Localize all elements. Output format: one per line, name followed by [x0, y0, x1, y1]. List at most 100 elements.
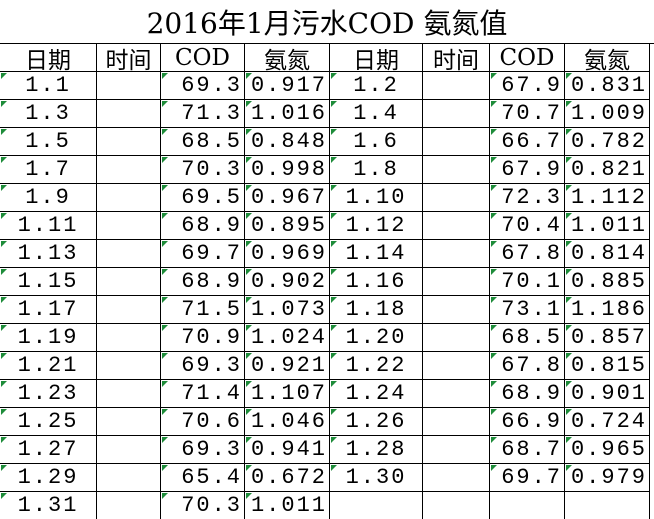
value-cell: 66.9 [490, 408, 565, 436]
empty-cell [97, 72, 161, 100]
date-cell: 1.1 [0, 72, 97, 100]
date-cell: 1.9 [0, 184, 97, 212]
date-cell: 1.27 [0, 436, 97, 464]
date-cell: 1.28 [330, 436, 423, 464]
empty-cell [423, 352, 490, 380]
value-cell: 70.1 [490, 268, 565, 296]
value-cell: 73.1 [490, 296, 565, 324]
empty-cell [423, 268, 490, 296]
empty-cell [423, 212, 490, 240]
value-cell: 67.8 [490, 240, 565, 268]
date-cell: 1.29 [0, 464, 97, 492]
value-cell: 0.895 [245, 212, 330, 240]
value-cell: 70.3 [161, 492, 245, 519]
empty-cell [97, 212, 161, 240]
value-cell: 0.821 [565, 156, 650, 184]
empty-cell [97, 296, 161, 324]
value-cell: 1.073 [245, 296, 330, 324]
date-cell: 1.17 [0, 296, 97, 324]
empty-cell [423, 492, 490, 519]
empty-cell [423, 296, 490, 324]
value-cell: 68.9 [490, 380, 565, 408]
value-cell: 1.016 [245, 100, 330, 128]
value-cell: 0.724 [565, 408, 650, 436]
date-cell: 1.30 [330, 464, 423, 492]
value-cell: 1.186 [565, 296, 650, 324]
value-cell: 70.7 [490, 100, 565, 128]
empty-cell [97, 352, 161, 380]
empty-cell [97, 436, 161, 464]
empty-cell [565, 492, 650, 519]
empty-cell [97, 268, 161, 296]
date-cell: 1.18 [330, 296, 423, 324]
empty-cell [423, 100, 490, 128]
value-cell: 0.998 [245, 156, 330, 184]
empty-cell [423, 324, 490, 352]
value-cell: 0.901 [565, 380, 650, 408]
date-cell: 1.22 [330, 352, 423, 380]
value-cell: 69.3 [161, 436, 245, 464]
value-cell: 67.8 [490, 352, 565, 380]
value-cell: 67.9 [490, 156, 565, 184]
value-cell: 0.965 [565, 436, 650, 464]
date-cell: 1.15 [0, 268, 97, 296]
value-cell: 0.902 [245, 268, 330, 296]
date-cell: 1.26 [330, 408, 423, 436]
empty-cell [423, 464, 490, 492]
empty-cell [97, 184, 161, 212]
empty-cell [423, 240, 490, 268]
value-cell: 1.011 [565, 212, 650, 240]
value-cell: 1.009 [565, 100, 650, 128]
value-cell: 67.9 [490, 72, 565, 100]
date-cell: 1.4 [330, 100, 423, 128]
column-header: 氨氮 [565, 44, 650, 72]
date-cell: 1.14 [330, 240, 423, 268]
value-cell: 68.7 [490, 436, 565, 464]
empty-cell [423, 128, 490, 156]
empty-cell [423, 72, 490, 100]
date-cell: 1.16 [330, 268, 423, 296]
empty-cell [97, 100, 161, 128]
value-cell: 66.7 [490, 128, 565, 156]
date-cell: 1.21 [0, 352, 97, 380]
value-cell: 68.9 [161, 212, 245, 240]
empty-cell [97, 240, 161, 268]
value-cell: 0.969 [245, 240, 330, 268]
column-header: COD [161, 44, 245, 72]
date-cell: 1.5 [0, 128, 97, 156]
date-cell: 1.2 [330, 72, 423, 100]
date-cell: 1.24 [330, 380, 423, 408]
value-cell: 71.3 [161, 100, 245, 128]
value-cell: 70.6 [161, 408, 245, 436]
date-cell: 1.13 [0, 240, 97, 268]
value-cell: 1.107 [245, 380, 330, 408]
column-header: COD [490, 44, 565, 72]
value-cell: 0.941 [245, 436, 330, 464]
value-cell: 0.848 [245, 128, 330, 156]
value-cell: 69.7 [161, 240, 245, 268]
value-cell: 0.885 [565, 268, 650, 296]
column-header: 日期 [330, 44, 423, 72]
date-cell: 1.8 [330, 156, 423, 184]
value-cell: 69.3 [161, 72, 245, 100]
column-header: 氨氮 [245, 44, 330, 72]
empty-cell [97, 408, 161, 436]
date-cell: 1.20 [330, 324, 423, 352]
empty-cell [97, 464, 161, 492]
value-cell: 0.814 [565, 240, 650, 268]
date-cell: 1.3 [0, 100, 97, 128]
value-cell: 0.967 [245, 184, 330, 212]
empty-cell [423, 436, 490, 464]
column-header: 日期 [0, 44, 97, 72]
value-cell: 69.7 [490, 464, 565, 492]
value-cell: 1.011 [245, 492, 330, 519]
value-cell: 69.5 [161, 184, 245, 212]
value-cell: 1.046 [245, 408, 330, 436]
empty-cell [97, 324, 161, 352]
date-cell: 1.19 [0, 324, 97, 352]
value-cell: 0.857 [565, 324, 650, 352]
value-cell: 70.4 [490, 212, 565, 240]
empty-cell [97, 156, 161, 184]
empty-cell [330, 492, 423, 519]
